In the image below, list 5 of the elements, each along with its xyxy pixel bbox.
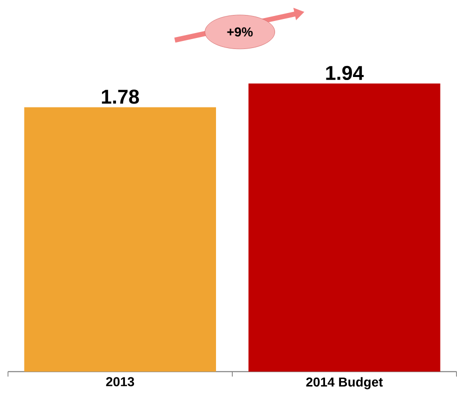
text: +9% [227, 28, 253, 37]
x-tick-label: 2013 [106, 377, 134, 387]
data-label: 1.78 [102, 90, 139, 104]
x-tick-label: 2014 Budget [306, 377, 383, 390]
data-label: 1.94 [326, 66, 364, 80]
